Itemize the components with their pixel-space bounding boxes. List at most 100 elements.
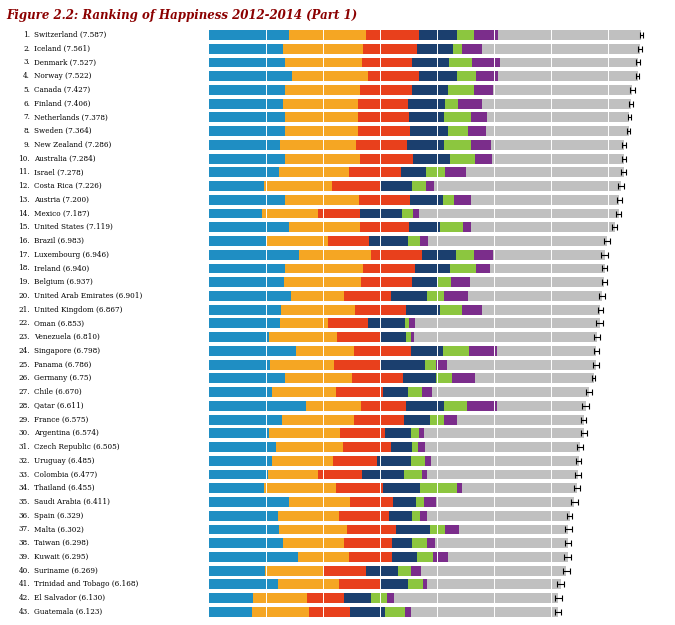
Bar <box>280 319 327 328</box>
Bar <box>363 264 415 274</box>
Bar <box>209 250 298 260</box>
Bar <box>283 538 344 548</box>
Bar <box>333 456 377 466</box>
Bar <box>381 181 412 191</box>
Bar <box>209 469 268 479</box>
Bar <box>368 71 418 81</box>
Bar <box>424 428 584 438</box>
Bar <box>285 126 358 136</box>
Bar <box>497 401 586 411</box>
Text: 19.: 19. <box>18 278 30 286</box>
Bar <box>412 538 427 548</box>
Bar <box>340 511 389 521</box>
Bar <box>269 332 338 342</box>
Bar <box>431 456 578 466</box>
Bar <box>362 469 404 479</box>
Text: Thailand (6.455): Thailand (6.455) <box>34 484 94 492</box>
Bar <box>493 85 632 95</box>
Bar <box>412 181 427 191</box>
Bar <box>474 30 498 40</box>
Bar <box>451 278 470 287</box>
Bar <box>265 483 336 493</box>
Text: 36.: 36. <box>19 512 30 520</box>
Bar <box>457 30 474 40</box>
Text: 14.: 14. <box>18 209 30 217</box>
Bar <box>361 401 406 411</box>
Text: 15.: 15. <box>18 223 30 231</box>
Bar <box>368 319 405 328</box>
Text: Panama (6.786): Panama (6.786) <box>34 361 91 369</box>
Bar <box>327 319 368 328</box>
Bar <box>430 414 443 424</box>
Bar <box>459 524 568 534</box>
Text: 7.: 7. <box>23 113 30 121</box>
Bar <box>452 373 475 383</box>
Text: Netherlands (7.378): Netherlands (7.378) <box>34 113 108 121</box>
Bar <box>406 305 440 314</box>
Bar <box>445 524 459 534</box>
Bar <box>354 414 404 424</box>
Bar <box>438 278 451 287</box>
Bar <box>356 140 407 150</box>
Bar <box>416 497 424 507</box>
Text: Figure 2.2: Ranking of Happiness 2012-2014 (Part 1): Figure 2.2: Ranking of Happiness 2012-20… <box>7 9 358 22</box>
Bar <box>475 250 493 260</box>
Bar <box>271 456 333 466</box>
Bar <box>471 222 615 232</box>
Bar <box>408 319 415 328</box>
Text: Belgium (6.937): Belgium (6.937) <box>34 278 93 286</box>
Bar <box>383 387 408 397</box>
Bar <box>415 319 599 328</box>
Bar <box>327 236 369 246</box>
Bar <box>209 346 296 356</box>
Bar <box>209 538 283 548</box>
Bar <box>350 497 393 507</box>
Bar <box>209 181 264 191</box>
Text: 16.: 16. <box>18 237 30 245</box>
Bar <box>285 85 360 95</box>
Text: Costa Rica (7.226): Costa Rica (7.226) <box>34 182 102 190</box>
Bar <box>420 236 428 246</box>
Text: 33.: 33. <box>19 471 30 479</box>
Bar <box>209 195 286 205</box>
Bar <box>500 58 638 68</box>
Bar <box>369 236 408 246</box>
Bar <box>392 442 412 452</box>
Text: 13.: 13. <box>18 196 30 204</box>
Bar <box>392 538 412 548</box>
Bar <box>209 401 306 411</box>
Bar <box>408 236 420 246</box>
Text: 6.: 6. <box>23 99 30 107</box>
Bar <box>410 195 443 205</box>
Text: 25.: 25. <box>18 361 30 369</box>
Bar <box>367 566 398 576</box>
Bar <box>412 442 418 452</box>
Bar <box>209 154 286 164</box>
Bar <box>336 387 383 397</box>
Bar <box>318 209 360 219</box>
Bar <box>447 360 596 369</box>
Text: 23.: 23. <box>19 333 30 341</box>
Bar <box>209 44 284 54</box>
Bar <box>344 538 392 548</box>
Bar <box>209 593 253 603</box>
Text: Czech Republic (6.505): Czech Republic (6.505) <box>34 443 119 451</box>
Text: Norway (7.522): Norway (7.522) <box>34 72 92 80</box>
Bar <box>209 112 285 123</box>
Bar <box>289 222 360 232</box>
Bar <box>209 222 289 232</box>
Bar <box>360 154 413 164</box>
Bar <box>476 264 489 274</box>
Bar <box>371 593 387 603</box>
Bar <box>487 112 630 123</box>
Bar <box>443 195 454 205</box>
Text: 27.: 27. <box>18 388 30 396</box>
Bar <box>408 387 423 397</box>
Bar <box>427 511 570 521</box>
Bar <box>470 112 487 123</box>
Bar <box>448 552 568 562</box>
Bar <box>377 456 411 466</box>
Bar <box>209 71 292 81</box>
Text: 21.: 21. <box>18 306 30 314</box>
Bar <box>419 209 618 219</box>
